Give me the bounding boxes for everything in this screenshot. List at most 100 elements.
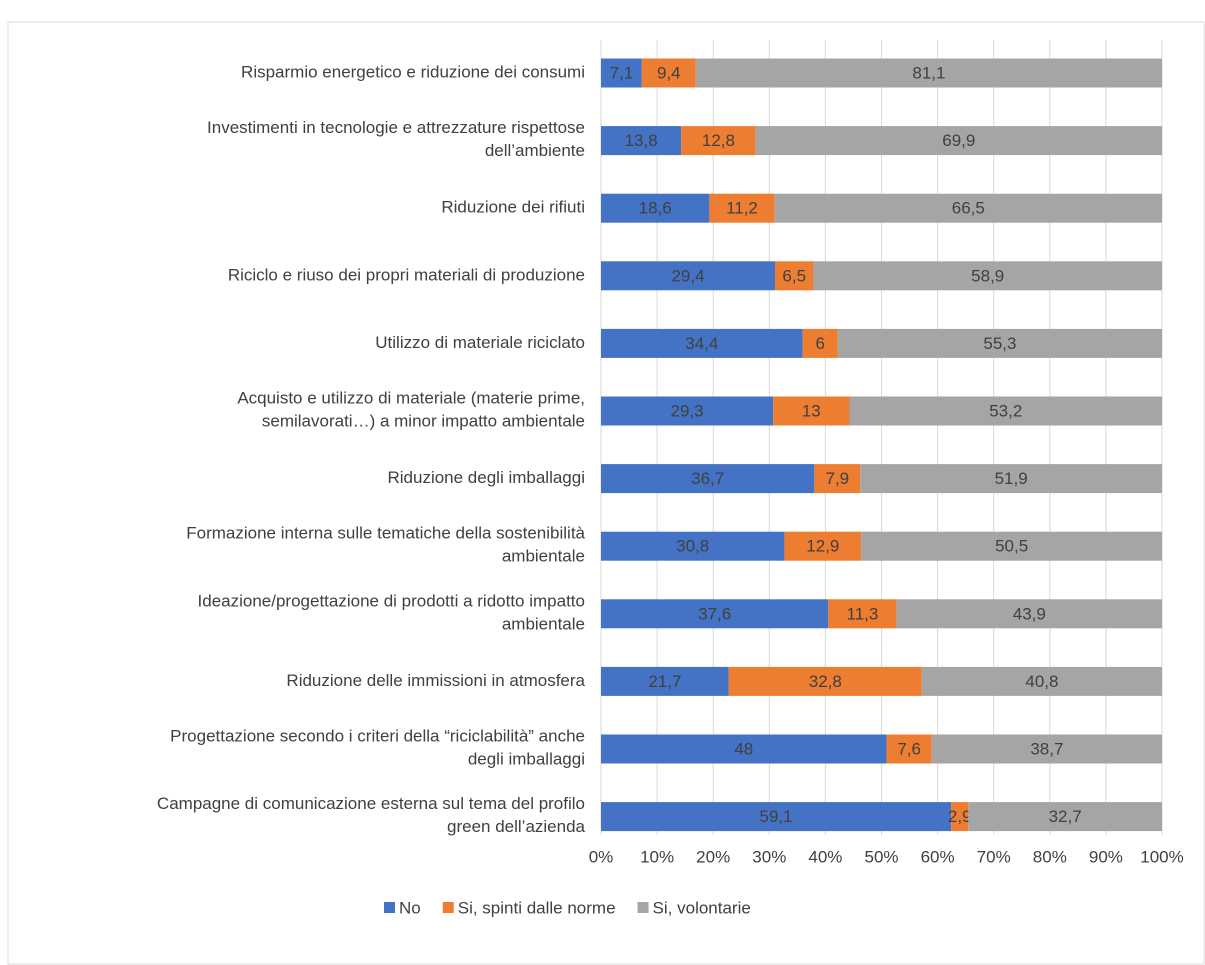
category-label-line: ambientale	[502, 615, 585, 634]
data-label: 53,2	[989, 401, 1022, 420]
bar-segment	[886, 734, 932, 764]
x-tick-label: 80%	[1033, 847, 1067, 866]
bar-segment	[774, 261, 814, 291]
category-label: Utilizzo di materiale riciclato	[375, 333, 585, 352]
data-label: 12,8	[702, 131, 735, 150]
category-label: Ideazione/progettazione di prodotti a ri…	[198, 592, 585, 634]
category-label: Formazione interna sulle tematiche della…	[186, 524, 585, 566]
bar-segment	[802, 328, 838, 358]
data-label: 48	[734, 739, 753, 758]
data-label: 11,2	[726, 199, 758, 218]
bar-segment	[709, 193, 775, 223]
bar-segment	[784, 531, 862, 561]
data-label: 32,8	[809, 672, 842, 691]
bar-segment	[601, 328, 803, 358]
x-tick-label: 0%	[589, 847, 614, 866]
data-label: 29,4	[671, 266, 704, 285]
category-label-line: Formazione interna sulle tematiche della…	[186, 524, 585, 543]
legend-swatch	[442, 902, 454, 913]
data-label: 18,6	[639, 199, 672, 218]
bar-segment	[828, 599, 897, 629]
category-label: Riduzione dei rifiuti	[441, 198, 585, 217]
x-tick-label: 50%	[864, 847, 898, 866]
category-label-line: Investimenti in tecnologie e attrezzatur…	[207, 119, 585, 138]
data-label: 7,1	[610, 63, 634, 82]
data-label: 6	[816, 334, 825, 353]
data-label: 69,9	[942, 131, 975, 150]
legend-swatch	[384, 902, 395, 913]
category-label-line: semilavorati…) a minor impatto ambiental…	[262, 412, 585, 431]
bar-segment	[601, 531, 785, 561]
x-tick-label: 30%	[752, 847, 786, 866]
data-label: 11,3	[847, 604, 879, 623]
data-label: 59,1	[760, 807, 793, 826]
bar-segment	[601, 261, 775, 291]
data-label: 2,9	[948, 807, 972, 826]
category-label: Risparmio energetico e riduzione dei con…	[241, 62, 585, 81]
category-label-line: ambientale	[502, 547, 585, 566]
data-label: 13,8	[625, 131, 658, 150]
bar-segment	[601, 126, 682, 156]
bar-segment	[968, 802, 1162, 832]
data-label: 34,4	[685, 334, 718, 353]
data-label: 32,7	[1049, 807, 1082, 826]
x-tick-label: 90%	[1089, 847, 1123, 866]
category-label: Acquisto e utilizzo di materiale (materi…	[237, 389, 585, 431]
bar-segment	[931, 734, 1162, 764]
data-label: 81,1	[912, 63, 945, 82]
data-label: 58,9	[971, 266, 1004, 285]
bar-segment	[951, 802, 969, 832]
bar-segment	[601, 802, 952, 832]
bar-segment	[860, 464, 1162, 494]
category-label-line: green dell’azienda	[447, 818, 586, 837]
data-label: 50,5	[995, 537, 1028, 556]
bar-segment	[695, 58, 1162, 88]
category-label: Riduzione degli imballaggi	[387, 468, 585, 487]
bar-segment	[601, 396, 774, 426]
category-label: Campagne di comunicazione esterna sul te…	[157, 795, 586, 837]
legend-label: Si, spinti dalle norme	[458, 898, 616, 917]
category-label: Investimenti in tecnologie e attrezzatur…	[207, 119, 585, 161]
x-tick-label: 60%	[921, 847, 955, 866]
data-label: 7,6	[897, 739, 921, 758]
data-label: 43,9	[1013, 604, 1046, 623]
data-label: 55,3	[983, 334, 1016, 353]
category-label-line: Ideazione/progettazione di prodotti a ri…	[198, 592, 585, 611]
bar-segment	[813, 261, 1162, 291]
category-label: Riduzione delle immissioni in atmosfera	[286, 671, 585, 690]
legend-label: No	[399, 898, 421, 917]
bar-segment	[755, 126, 1162, 156]
category-label-line: Acquisto e utilizzo di materiale (materi…	[237, 389, 585, 408]
category-label: Riciclo e riuso dei propri materiali di …	[228, 265, 585, 284]
bar-segment	[601, 464, 815, 494]
data-label: 13	[802, 401, 821, 420]
data-label: 12,9	[806, 537, 839, 556]
x-tick-label: 20%	[696, 847, 730, 866]
legend-label: Si, volontarie	[653, 898, 751, 917]
category-label-line: dell’ambiente	[485, 142, 585, 161]
bar-segment	[773, 396, 850, 426]
bar-segment	[861, 531, 1162, 561]
bar-segment	[728, 666, 922, 696]
x-tick-label: 100%	[1140, 847, 1183, 866]
category-label: Progettazione secondo i criteri della “r…	[170, 727, 585, 769]
category-label-line: Campagne di comunicazione esterna sul te…	[157, 795, 585, 814]
bar-segment	[814, 464, 861, 494]
data-label: 36,7	[691, 469, 724, 488]
data-label: 6,5	[782, 266, 806, 285]
bar-segment	[921, 666, 1162, 696]
x-tick-label: 40%	[808, 847, 842, 866]
x-tick-label: 10%	[640, 847, 674, 866]
bar-segment	[601, 666, 729, 696]
data-label: 9,4	[657, 63, 681, 82]
data-label: 29,3	[671, 401, 704, 420]
bar-segment	[896, 599, 1162, 629]
data-label: 51,9	[995, 469, 1028, 488]
bar-segment	[601, 193, 710, 223]
x-tick-label: 70%	[977, 847, 1011, 866]
category-label-line: degli imballaggi	[468, 750, 585, 769]
bar-segment	[849, 396, 1162, 426]
bar-segment	[601, 734, 887, 764]
bar-segment	[681, 126, 756, 156]
data-label: 38,7	[1030, 739, 1063, 758]
